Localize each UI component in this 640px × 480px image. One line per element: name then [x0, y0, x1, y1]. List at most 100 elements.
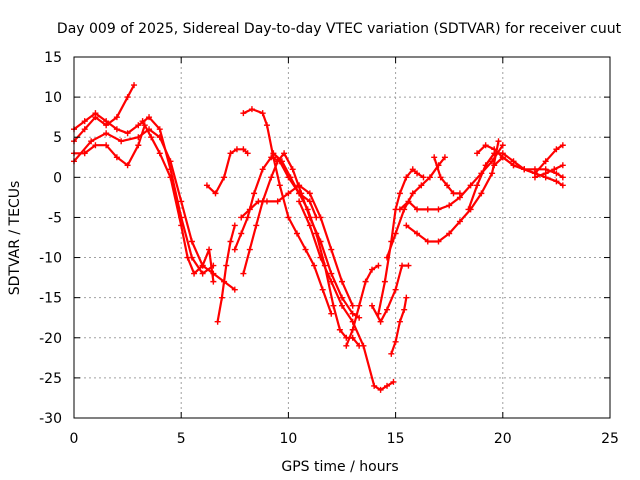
data-point: [381, 278, 388, 285]
data-point: [302, 246, 309, 253]
data-point: [559, 162, 566, 169]
data-point: [240, 146, 247, 153]
data-point: [199, 270, 206, 277]
data-point: [184, 254, 191, 261]
data-point: [306, 222, 313, 229]
y-tick-label: -15: [39, 291, 62, 307]
data-point: [401, 306, 408, 313]
data-point: [384, 382, 391, 389]
data-point: [188, 238, 195, 245]
data-point: [369, 302, 376, 309]
data-point: [349, 334, 356, 341]
series-track-10: [240, 150, 363, 321]
data-point: [103, 130, 110, 137]
data-point: [377, 318, 384, 325]
data-point: [396, 318, 403, 325]
data-point: [531, 174, 538, 181]
data-point: [244, 150, 251, 157]
data-point: [435, 238, 442, 245]
y-tick-label: 5: [53, 130, 62, 146]
data-point: [296, 198, 303, 205]
series-track-12: [270, 150, 363, 349]
data-point: [377, 386, 384, 393]
data-point: [263, 122, 270, 129]
data-point: [218, 294, 225, 301]
data-point: [426, 174, 433, 181]
data-series: [71, 82, 566, 393]
series-track-22: [465, 150, 566, 213]
data-point: [441, 154, 448, 161]
series-track-13: [296, 198, 397, 393]
data-point: [233, 146, 240, 153]
data-point: [414, 230, 421, 237]
data-point: [178, 198, 185, 205]
data-point: [414, 206, 421, 213]
data-point: [92, 142, 99, 149]
data-point: [278, 158, 285, 165]
data-point: [375, 310, 382, 317]
data-point: [214, 318, 221, 325]
data-point: [199, 262, 206, 269]
data-point: [227, 150, 234, 157]
data-point: [349, 326, 356, 333]
data-point: [499, 142, 506, 149]
data-point: [113, 114, 120, 121]
series-line: [405, 140, 500, 243]
data-point: [210, 278, 217, 285]
series-line: [272, 152, 361, 347]
data-point: [270, 150, 277, 157]
series-track-15: [369, 262, 412, 325]
data-point: [146, 114, 153, 121]
data-point: [227, 238, 234, 245]
data-point: [317, 254, 324, 261]
data-point: [212, 190, 219, 197]
series-line: [141, 120, 215, 283]
data-point: [542, 158, 549, 165]
data-point: [369, 266, 376, 273]
data-point: [293, 230, 300, 237]
data-point: [474, 182, 481, 189]
data-point: [444, 182, 451, 189]
x-axis-label: GPS time / hours: [281, 459, 398, 475]
data-point: [392, 230, 399, 237]
series-line: [493, 144, 564, 175]
data-point: [281, 150, 288, 157]
data-point: [289, 166, 296, 173]
data-point: [231, 286, 238, 293]
data-point: [313, 230, 320, 237]
data-point: [276, 182, 283, 189]
data-point: [135, 134, 142, 141]
data-point: [317, 214, 324, 221]
data-point: [409, 190, 416, 197]
data-point: [396, 206, 403, 213]
data-point: [88, 138, 95, 145]
data-point: [81, 126, 88, 133]
data-point: [542, 170, 549, 177]
data-point: [339, 294, 345, 301]
data-point: [499, 154, 506, 161]
data-point: [450, 190, 457, 197]
data-point: [124, 130, 131, 137]
data-point: [253, 222, 260, 229]
data-point: [399, 262, 406, 269]
data-point: [424, 238, 431, 245]
data-point: [330, 302, 337, 309]
data-point: [360, 342, 367, 349]
series-line: [298, 200, 395, 391]
series-track-14: [343, 262, 382, 349]
series-line: [205, 148, 249, 195]
data-point: [81, 118, 88, 125]
data-point: [206, 246, 213, 253]
data-point: [135, 122, 142, 129]
y-tick-label: -5: [48, 210, 62, 226]
data-point: [148, 134, 155, 141]
data-point: [403, 174, 410, 181]
data-point: [304, 206, 311, 213]
data-point: [396, 190, 403, 197]
data-point: [92, 110, 99, 117]
data-point: [328, 270, 335, 277]
data-point: [489, 170, 496, 177]
data-point: [405, 262, 412, 269]
data-point: [371, 382, 378, 389]
series-track-7: [203, 146, 251, 197]
